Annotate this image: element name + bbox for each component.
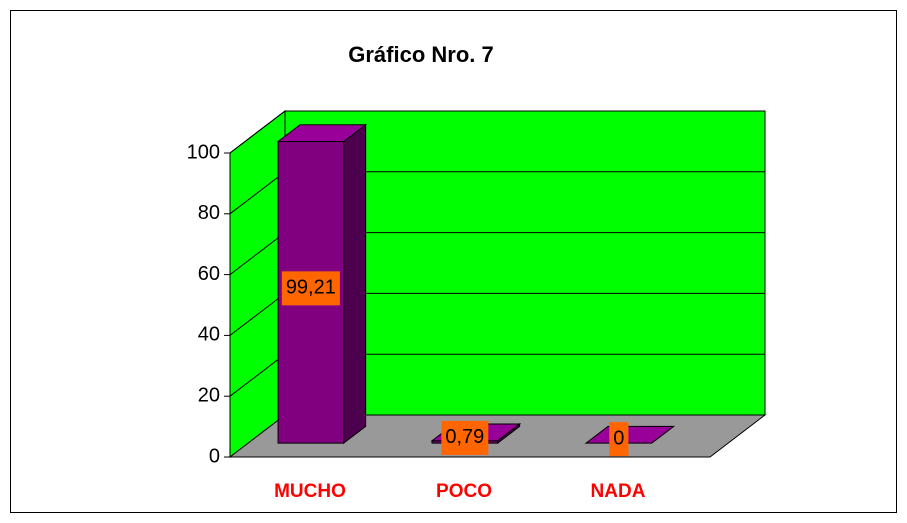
x-tick-label: NADA [591,481,646,502]
value-label: 99,21 [281,271,340,306]
y-tick-label: 80 [198,202,220,224]
x-tick-label: MUCHO [274,481,346,502]
y-tick-label: 20 [198,384,220,406]
value-label-text: 99,21 [286,277,336,299]
side-wall [229,109,286,459]
bar-top [584,425,676,444]
y-tick-label: 60 [198,263,220,285]
bar-side [343,123,367,445]
y-tick-label: 100 [187,141,220,163]
grid-line [229,353,286,397]
chart-title: Gráfico Nro. 7 [348,42,493,67]
grid-line [229,110,286,154]
grid-line [229,171,286,215]
y-tick-label: 40 [198,324,220,346]
y-tick-label: 0 [209,445,220,467]
x-tick-label: POCO [436,481,492,502]
value-label-text: 0 [613,427,624,449]
bar [584,425,676,444]
value-label: 0,79 [441,420,489,455]
value-label: 0 [609,422,629,457]
value-label-text: 0,79 [445,426,484,448]
value-label-box [281,271,340,306]
grid-line [229,232,286,275]
bar-top [276,124,368,143]
value-label-box [441,420,489,455]
grid-line [229,293,286,336]
value-label-box [609,422,629,457]
